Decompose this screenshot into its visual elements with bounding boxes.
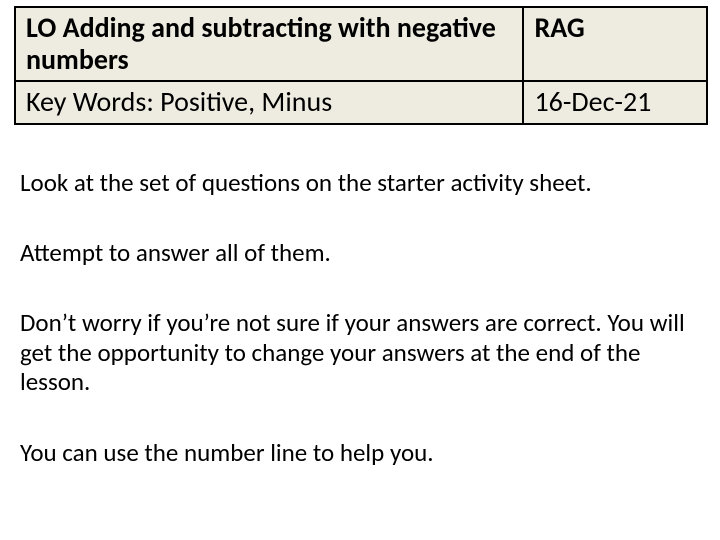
keywords-text: Key Words: Positive, Minus <box>26 84 332 119</box>
body-p4-text: You can use the number line to help you. <box>20 437 434 468</box>
body-p3-text: Don’t worry if you’re not sure if your a… <box>20 307 685 397</box>
lo-cell: LO Adding and subtracting with negative … <box>15 7 523 81</box>
rag-text: RAG <box>534 10 584 45</box>
slide: LO Adding and subtracting with negative … <box>0 0 720 540</box>
rag-cell: RAG <box>523 7 707 81</box>
lo-text: LO Adding and subtracting with negative … <box>26 10 496 77</box>
table-row: LO Adding and subtracting with negative … <box>15 7 707 81</box>
body-paragraph-4: You can use the number line to help you. <box>20 438 700 468</box>
date-text: 16-Dec-21 <box>534 84 651 119</box>
body-paragraph-1: Look at the set of questions on the star… <box>20 168 700 198</box>
header-table: LO Adding and subtracting with negative … <box>14 6 708 125</box>
body-paragraph-3: Don’t worry if you’re not sure if your a… <box>20 308 692 397</box>
keywords-cell: Key Words: Positive, Minus <box>15 81 523 123</box>
body-p2-text: Attempt to answer all of them. <box>20 237 331 268</box>
body-paragraph-2: Attempt to answer all of them. <box>20 238 700 268</box>
body-p1-text: Look at the set of questions on the star… <box>20 167 592 198</box>
table-row: Key Words: Positive, Minus 16-Dec-21 <box>15 81 707 123</box>
date-cell: 16-Dec-21 <box>523 81 707 123</box>
